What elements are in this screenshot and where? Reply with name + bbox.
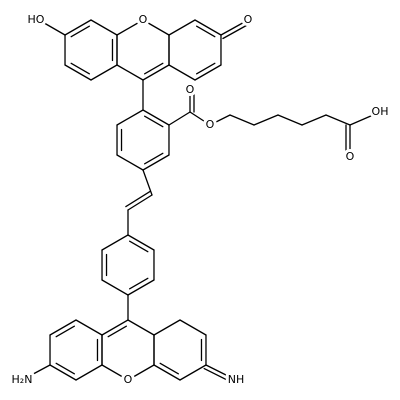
- bond: [107, 325, 128, 338]
- bond: [127, 364, 155, 381]
- bond: [116, 109, 144, 126]
- bond: [325, 114, 351, 126]
- atom-label: H₂N: [12, 373, 33, 386]
- bond: [194, 19, 222, 36]
- bond: [179, 364, 207, 381]
- bond: [101, 319, 129, 336]
- bond: [142, 64, 170, 81]
- bond: [229, 114, 255, 126]
- bond: [301, 114, 327, 126]
- bond: [116, 154, 144, 171]
- bond: [116, 64, 144, 81]
- bond: [349, 111, 381, 126]
- bond: [116, 19, 144, 36]
- bond: [168, 111, 191, 126]
- bond: [128, 277, 149, 290]
- bond: [220, 19, 249, 36]
- atom-label: O: [186, 83, 195, 96]
- bond: [128, 240, 149, 253]
- bond: [49, 364, 77, 381]
- bond: [127, 279, 155, 296]
- bond: [153, 319, 181, 336]
- bond: [127, 194, 153, 211]
- atom-label: NH: [228, 373, 245, 386]
- bond: [205, 364, 237, 381]
- bond: [142, 109, 170, 126]
- atom-labels: HO O O O O OH O H₂N O NH: [9, 10, 392, 389]
- bond: [101, 234, 129, 251]
- bond: [75, 319, 103, 336]
- bond: [159, 362, 180, 375]
- bond: [142, 19, 170, 36]
- atom-label: OH: [372, 105, 389, 118]
- bond: [125, 190, 151, 208]
- bond: [101, 279, 129, 296]
- bond: [101, 364, 129, 381]
- bond: [209, 114, 231, 126]
- bond: [90, 64, 118, 81]
- bonds: [21, 19, 381, 385]
- bond: [153, 364, 181, 381]
- bond: [127, 319, 155, 336]
- bond: [195, 25, 216, 38]
- bond: [55, 325, 76, 338]
- atom-label: O: [346, 150, 355, 163]
- atom-label: O: [139, 13, 148, 26]
- atom-label: O: [244, 13, 253, 26]
- bond: [277, 114, 303, 126]
- bond: [143, 62, 164, 75]
- bond: [49, 319, 77, 336]
- bond: [75, 364, 103, 381]
- bond: [70, 25, 91, 38]
- bond: [38, 19, 66, 36]
- bond: [64, 64, 92, 81]
- bond: [203, 367, 235, 385]
- bond: [142, 154, 170, 171]
- bond: [168, 19, 196, 36]
- bond: [70, 62, 91, 75]
- bond: [142, 169, 153, 196]
- bond: [127, 234, 155, 251]
- bond: [189, 111, 211, 126]
- bond: [253, 114, 279, 126]
- atom-label: O: [124, 373, 133, 386]
- atom-label: O: [206, 118, 215, 131]
- bond: [179, 319, 207, 336]
- bond: [64, 19, 92, 36]
- bond: [21, 364, 51, 381]
- bond: [195, 62, 216, 75]
- bond: [194, 64, 222, 81]
- bond: [90, 19, 118, 36]
- bond: [143, 115, 164, 128]
- bond: [222, 22, 251, 40]
- bond: [143, 152, 164, 165]
- bond: [168, 64, 196, 81]
- atom-label: HO: [28, 13, 45, 26]
- bond: [55, 362, 76, 375]
